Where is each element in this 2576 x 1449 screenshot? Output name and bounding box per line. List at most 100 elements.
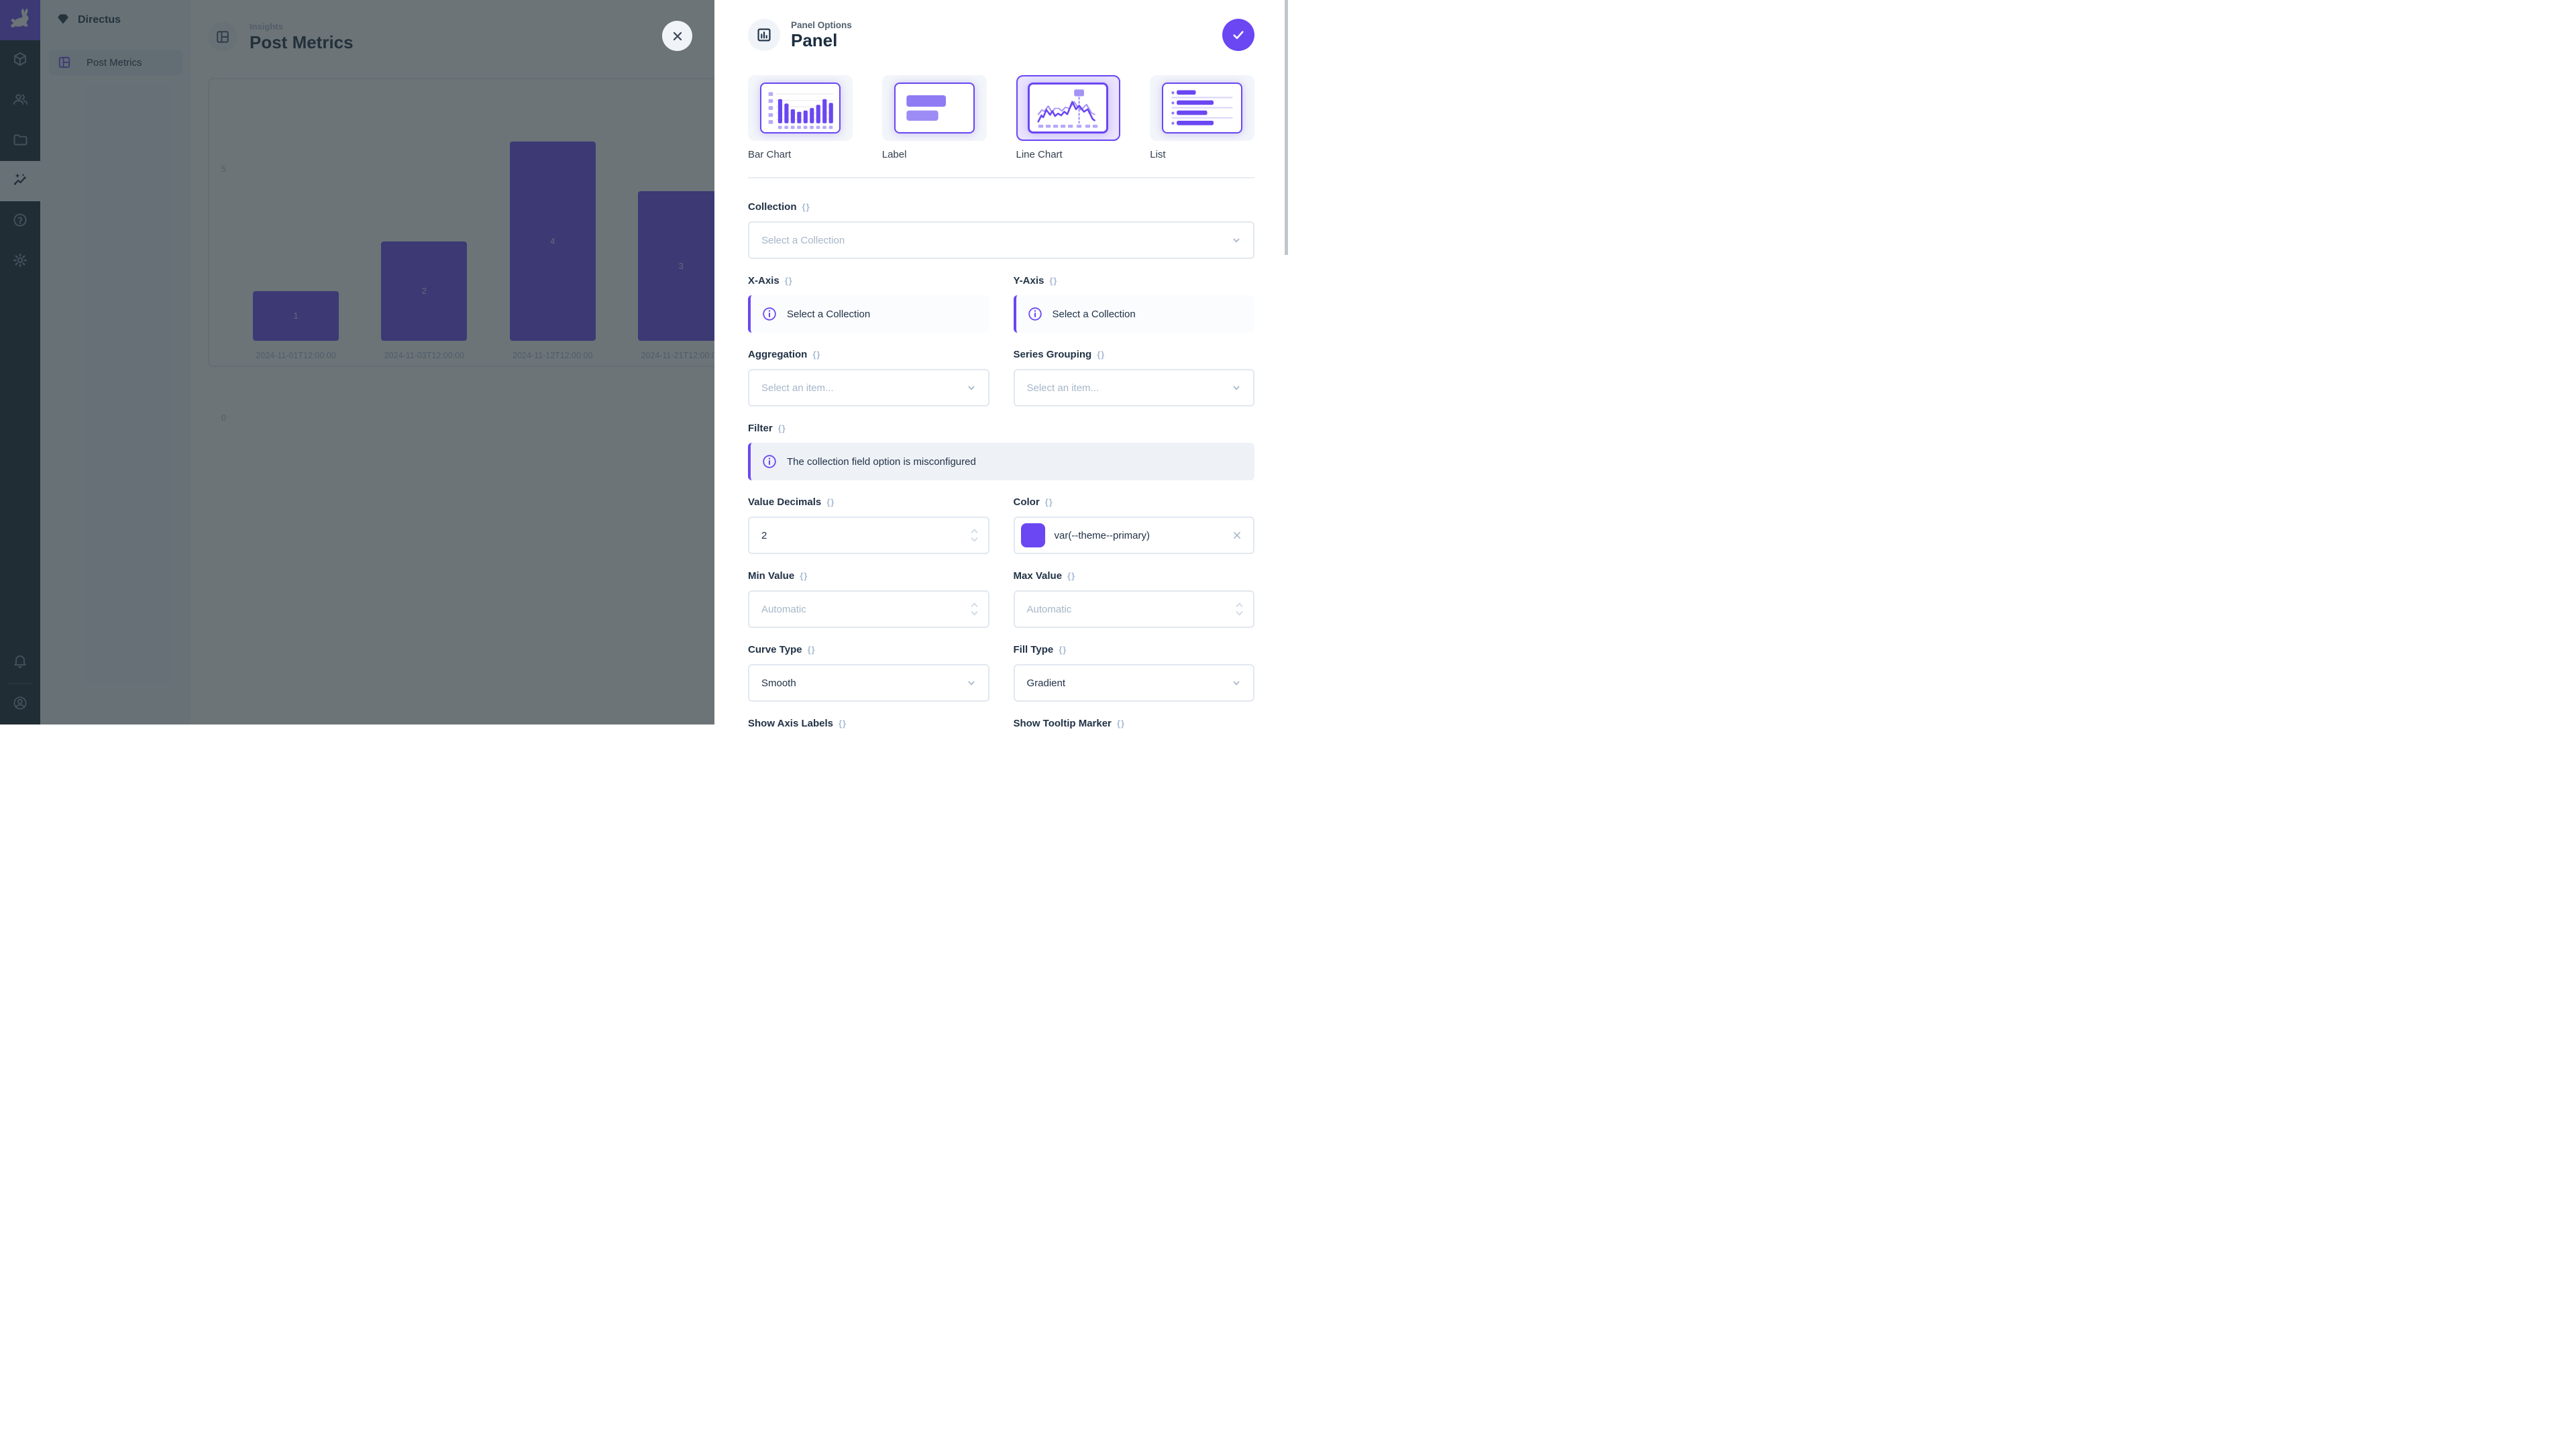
raw-value-icon[interactable]: {}	[1044, 497, 1053, 507]
field-filter: Filter {} The collection field option is…	[748, 423, 1254, 480]
input-placeholder: Automatic	[1026, 603, 1072, 615]
raw-value-icon[interactable]: {}	[777, 423, 786, 433]
field-label: Max Value {}	[1014, 570, 1255, 582]
chevron-down-icon	[964, 380, 979, 395]
curve-type-select[interactable]: Smooth	[748, 664, 989, 702]
x-axis-notice: Select a Collection	[748, 295, 989, 333]
number-stepper[interactable]	[970, 600, 979, 618]
line-chart-illustration-icon	[1028, 83, 1109, 133]
number-stepper[interactable]	[1235, 600, 1244, 618]
app: Directus Post Metrics	[0, 0, 1288, 729]
field-label: Value Decimals {}	[748, 496, 989, 508]
section-divider	[748, 177, 1254, 178]
chevron-down-icon	[964, 676, 979, 690]
drawer-scrollbar[interactable]	[1285, 0, 1288, 255]
drawer-title-block: Panel Options Panel	[791, 20, 852, 50]
panel-options-drawer: Panel Options Panel	[714, 0, 1288, 729]
field-min-value: Min Value {} Automatic	[748, 570, 989, 628]
line-chart-card-selected[interactable]	[1016, 75, 1121, 141]
min-value-input[interactable]: Automatic	[748, 590, 989, 628]
field-y-axis: Y-Axis {} Select a Collection	[1013, 275, 1254, 333]
field-row-curve-fill: Curve Type {} Smooth Fill Type {} Gradie…	[748, 644, 1254, 702]
raw-value-icon[interactable]: {}	[1097, 350, 1106, 360]
field-label-text: Series Grouping	[1013, 349, 1092, 360]
list-illustration-icon	[1162, 83, 1243, 133]
info-icon	[761, 453, 777, 470]
fill-type-select[interactable]: Gradient	[1013, 664, 1254, 702]
field-row-axes: X-Axis {} Select a Collection Y-Axis {}	[748, 275, 1254, 333]
panel-type-bar-chart[interactable]: Bar Chart	[748, 75, 853, 161]
field-show-axis-labels: Show Axis Labels {}	[748, 718, 989, 738]
chevron-down-icon	[1229, 380, 1244, 395]
insert-chart-icon	[755, 26, 773, 44]
drawer-icon-button	[748, 19, 780, 51]
label-illustration-icon	[894, 83, 975, 133]
field-label-text: Curve Type	[748, 644, 802, 655]
raw-value-icon[interactable]: {}	[1049, 276, 1058, 286]
input-value: var(--theme--primary)	[1054, 529, 1150, 541]
info-icon	[1027, 306, 1043, 322]
raw-value-icon[interactable]: {}	[1116, 718, 1126, 729]
list-card[interactable]	[1150, 75, 1254, 141]
field-label-text: Fill Type	[1013, 644, 1054, 655]
label-card[interactable]	[881, 75, 987, 141]
raw-value-icon[interactable]: {}	[807, 645, 816, 655]
field-label: Color {}	[1014, 496, 1255, 508]
field-value-decimals: Value Decimals {} 2	[748, 496, 989, 554]
collection-select[interactable]: Select a Collection	[748, 221, 1254, 259]
aggregation-select[interactable]: Select an item...	[748, 369, 989, 407]
field-label: Curve Type {}	[748, 644, 989, 656]
raw-value-icon[interactable]: {}	[838, 718, 847, 729]
field-show-tooltip-marker: Show Tooltip Marker {}	[1014, 718, 1255, 738]
field-label-text: Collection	[748, 201, 797, 213]
panel-type-label: Bar Chart	[748, 149, 792, 160]
raw-value-icon[interactable]: {}	[802, 202, 810, 212]
notice-text: Select a Collection	[787, 308, 871, 320]
panel-type-label: Line Chart	[1016, 149, 1063, 160]
field-label-text: Color	[1013, 496, 1040, 508]
chevron-down-icon	[1229, 233, 1244, 248]
max-value-input[interactable]: Automatic	[1013, 590, 1254, 628]
select-placeholder: Select a Collection	[761, 234, 845, 246]
panel-type-label[interactable]: Label	[881, 75, 987, 161]
input-placeholder: Automatic	[761, 603, 806, 615]
field-fill-type: Fill Type {} Gradient	[1013, 644, 1254, 702]
field-label-text: Min Value	[748, 570, 795, 582]
color-input[interactable]: var(--theme--primary)	[1013, 517, 1254, 554]
raw-value-icon[interactable]: {}	[1059, 645, 1067, 655]
field-series-grouping: Series Grouping {} Select an item...	[1013, 349, 1255, 407]
panel-type-label: Label	[881, 149, 907, 160]
field-label: Series Grouping {}	[1014, 349, 1255, 361]
raw-value-icon[interactable]: {}	[800, 571, 808, 581]
field-x-axis: X-Axis {} Select a Collection	[748, 275, 989, 333]
save-button[interactable]	[1222, 19, 1254, 51]
check-icon	[1230, 26, 1247, 44]
clear-icon[interactable]	[1230, 529, 1244, 542]
chevron-down-icon	[1229, 676, 1244, 690]
series-grouping-select[interactable]: Select an item...	[1013, 369, 1254, 407]
drawer-header: Panel Options Panel	[748, 17, 1254, 52]
bar-chart-illustration-icon	[759, 83, 841, 133]
panel-type-label: List	[1150, 149, 1166, 160]
panel-type-line-chart[interactable]: Line Chart	[1016, 75, 1121, 161]
raw-value-icon[interactable]: {}	[812, 350, 821, 360]
field-label-text: Value Decimals	[748, 496, 822, 508]
field-label-text: Show Tooltip Marker	[1013, 718, 1112, 729]
raw-value-icon[interactable]: {}	[826, 497, 835, 507]
raw-value-icon[interactable]: {}	[784, 276, 793, 286]
value-decimals-input[interactable]: 2	[748, 517, 989, 554]
drawer-close-button[interactable]	[662, 21, 692, 51]
input-value: 2	[761, 529, 767, 541]
field-aggregation: Aggregation {} Select an item...	[748, 349, 989, 407]
panel-type-list[interactable]: List	[1150, 75, 1254, 161]
y-axis-notice: Select a Collection	[1013, 295, 1254, 333]
field-label: Filter {}	[748, 423, 1254, 435]
number-stepper[interactable]	[970, 527, 979, 544]
select-placeholder: Select an item...	[1026, 382, 1099, 394]
bar-chart-card[interactable]	[748, 75, 853, 141]
raw-value-icon[interactable]: {}	[1067, 571, 1076, 581]
field-label: X-Axis {}	[748, 275, 989, 287]
field-label: Show Axis Labels {}	[748, 718, 989, 730]
notice-text: The collection field option is misconfig…	[787, 455, 976, 468]
color-swatch[interactable]	[1020, 523, 1045, 547]
